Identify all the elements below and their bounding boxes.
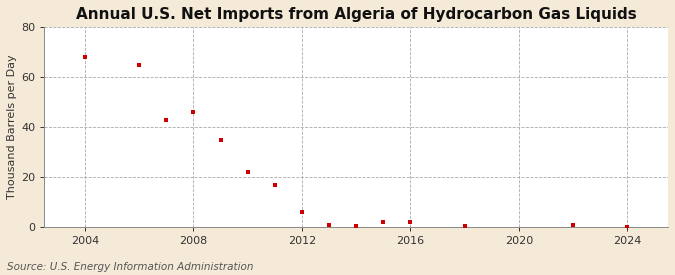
Point [269,182,280,187]
Text: Source: U.S. Energy Information Administration: Source: U.S. Energy Information Administ… [7,262,253,272]
Point [296,210,307,214]
Point [568,222,578,227]
Point [405,220,416,224]
Point [188,110,199,114]
Point [215,138,226,142]
Point [134,62,144,67]
Point [80,55,90,59]
Point [323,222,334,227]
Point [459,224,470,229]
Point [161,117,171,122]
Point [378,220,389,224]
Point [351,224,362,228]
Point [242,170,253,174]
Y-axis label: Thousand Barrels per Day: Thousand Barrels per Day [7,55,17,199]
Title: Annual U.S. Net Imports from Algeria of Hydrocarbon Gas Liquids: Annual U.S. Net Imports from Algeria of … [76,7,637,22]
Point [622,224,632,229]
